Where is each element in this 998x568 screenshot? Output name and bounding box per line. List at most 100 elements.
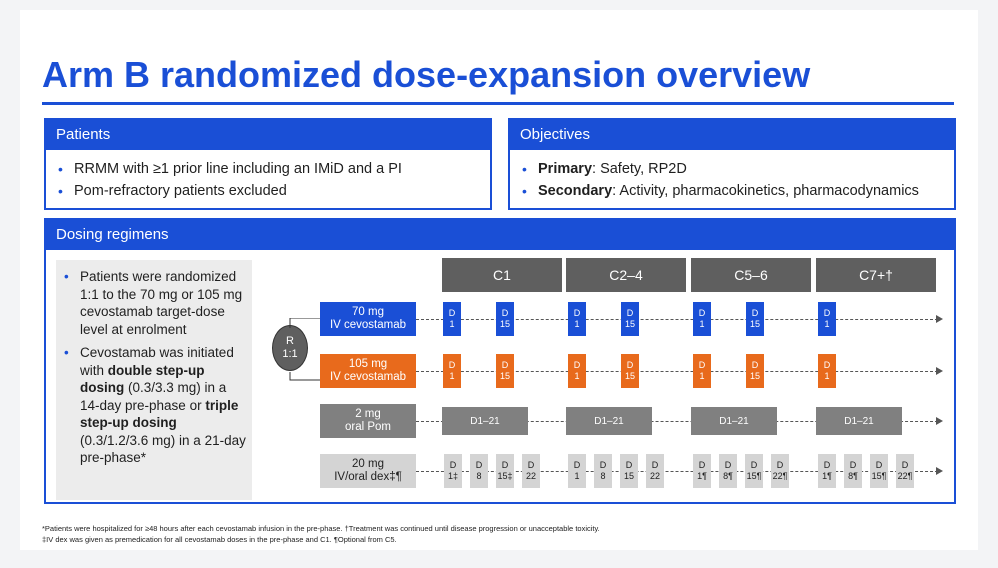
dex-c2-d22: D 22 [646, 454, 664, 488]
page-title: Arm B randomized dose-expansion overview [42, 54, 811, 95]
dose-day: 1 [574, 319, 580, 329]
dex-c5-d8: D 8¶ [719, 454, 737, 488]
patients-panel: Patients RRMM with ≥1 prior line includi… [44, 118, 492, 210]
dex-day: 1 [574, 471, 580, 481]
pom-bar-c7: D1–21 [816, 407, 902, 435]
dex-day: 22 [525, 471, 536, 481]
dex-day: 15¶ [871, 471, 887, 481]
dose-105-c1-d15: D 15 [496, 354, 514, 388]
dex-c1-d1: D 1‡ [444, 454, 462, 488]
objectives-list: Primary: Safety, RP2D Secondary: Activit… [510, 150, 954, 202]
dex-c5-d22: D 22¶ [771, 454, 789, 488]
dose-day: 1 [824, 319, 830, 329]
objectives-primary: Primary: Safety, RP2D [522, 158, 944, 180]
dose-label: D [626, 360, 634, 370]
track-70mg [416, 319, 938, 320]
dose-label: D [573, 360, 581, 370]
pom-bar-c1: D1–21 [442, 407, 528, 435]
patients-bullet-2: Pom-refractory patients excluded [58, 180, 480, 202]
cycle-header-c7: C7+† [816, 258, 936, 292]
dosing-header: Dosing regimens [46, 220, 954, 250]
randomization-r: R [286, 335, 294, 347]
slide: Arm B randomized dose-expansion overview… [20, 10, 978, 550]
cycle-header-c5-6: C5–6 [691, 258, 811, 292]
dosing-bullet-2-b: double step-up dosing [80, 362, 205, 396]
dose-105-c5-d15: D 15 [746, 354, 764, 388]
dose-105-c2-d15: D 15 [621, 354, 639, 388]
objectives-panel: Objectives Primary: Safety, RP2D Seconda… [508, 118, 956, 210]
primary-text: : Safety, RP2D [592, 161, 687, 177]
dose-70-c1-d15: D 15 [496, 302, 514, 336]
cycle-header-c2-4: C2–4 [566, 258, 686, 292]
dex-label: D [724, 460, 732, 470]
objectives-header: Objectives [510, 120, 954, 150]
arm-70mg-drug: IV cevostamab [329, 319, 407, 331]
arm-dex: 20 mg IV/oral dex‡¶ [320, 454, 416, 488]
dex-c5-d1: D 1¶ [693, 454, 711, 488]
dex-label: D [599, 460, 607, 470]
dose-day: 1 [449, 371, 455, 381]
dex-day: 8¶ [848, 471, 858, 481]
dex-day: 22¶ [897, 471, 913, 481]
dex-label: D [449, 460, 457, 470]
dex-label: D [875, 460, 883, 470]
dosing-bullet-2: Cevostamab was initiated with double ste… [64, 344, 246, 467]
patients-bullet-1: RRMM with ≥1 prior line including an IMi… [58, 158, 480, 180]
arm-pom-dose: 2 mg [355, 408, 381, 420]
patients-header: Patients [46, 120, 490, 150]
pom-bar-c5-6: D1–21 [691, 407, 777, 435]
dosing-bullet-2-a: Cevostamab was initiated with [80, 345, 234, 378]
dex-day: 1¶ [697, 471, 707, 481]
dex-day: 15 [623, 471, 634, 481]
primary-label: Primary [538, 161, 593, 177]
dex-c1-d22: D 22 [522, 454, 540, 488]
dex-label: D [776, 460, 784, 470]
dex-label: D [750, 460, 758, 470]
dose-day: 15 [749, 371, 760, 381]
track-70mg-arrow-icon [936, 315, 943, 323]
dosing-description: Patients were randomized 1:1 to the 70 m… [56, 260, 252, 500]
dosing-bullet-2-e: (0.3/1.2/3.6 mg) in a 21-day pre-phase* [80, 432, 246, 466]
dose-day: 15 [499, 371, 510, 381]
dose-day: 15 [624, 371, 635, 381]
dex-day: 8 [600, 471, 606, 481]
randomization-ratio: 1:1 [282, 348, 298, 360]
dex-day: 15¶ [746, 471, 762, 481]
dose-label: D [751, 308, 759, 318]
track-105mg [416, 371, 938, 372]
dex-label: D [501, 460, 509, 470]
dex-c1-d15: D 15‡ [496, 454, 514, 488]
dose-day: 15 [499, 319, 510, 329]
dex-label: D [901, 460, 909, 470]
patients-list: RRMM with ≥1 prior line including an IMi… [46, 150, 490, 202]
footnote-1: *Patients were hospitalized for ≥48 hour… [42, 524, 600, 533]
dose-label: D [823, 360, 831, 370]
dosing-bullet-2-d: triple step-up dosing [80, 397, 239, 431]
arm-105mg: 105 mg IV cevostamab [320, 354, 416, 388]
dex-day: 22 [649, 471, 660, 481]
dose-day: 1 [824, 371, 830, 381]
arm-105mg-dose: 105 mg [348, 358, 388, 370]
dose-day: 1 [449, 319, 455, 329]
dose-label: D [501, 308, 509, 318]
secondary-label: Secondary [538, 183, 613, 199]
dex-label: D [698, 460, 706, 470]
dosing-panel: Dosing regimens Patients were randomized… [44, 218, 956, 504]
dose-label: D [751, 360, 759, 370]
dose-label: D [573, 308, 581, 318]
dex-day: 8 [476, 471, 482, 481]
track-pom-arrow-icon [936, 417, 943, 425]
dose-70-c2-d15: D 15 [621, 302, 639, 336]
dex-day: 15‡ [497, 471, 513, 481]
arm-pom-drug: oral Pom [344, 421, 392, 433]
dose-day: 15 [624, 319, 635, 329]
dose-label: D [501, 360, 509, 370]
track-dex-arrow-icon [936, 467, 943, 475]
dose-day: 1 [574, 371, 580, 381]
